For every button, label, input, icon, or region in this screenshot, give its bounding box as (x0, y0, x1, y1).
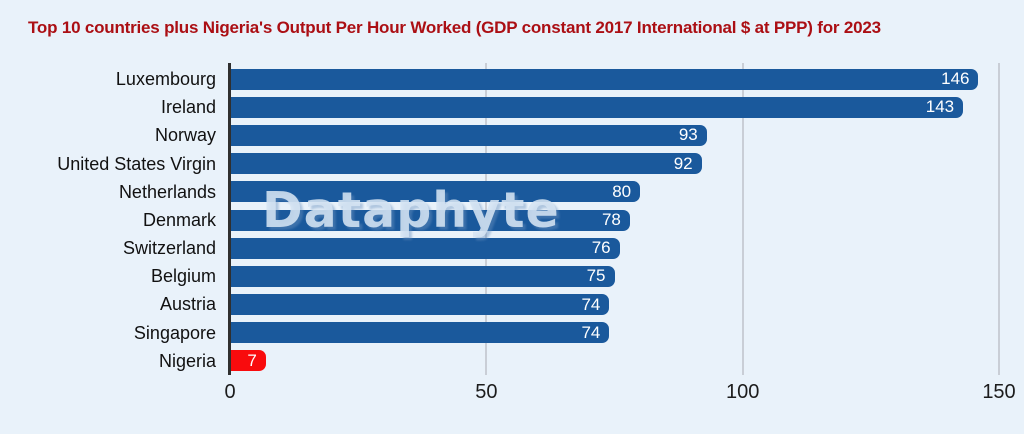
bar-luxembourg: 146 (230, 68, 979, 90)
bar-singapore: 74 (230, 322, 610, 344)
value-label: 74 (581, 322, 601, 342)
x-tick-label: 100 (725, 381, 760, 403)
category-label-belgium: Belgium (150, 266, 216, 287)
bar-switzerland: 76 (230, 237, 620, 259)
category-label-united-states-virgin: United States Virgin (57, 153, 216, 174)
value-label: 74 (581, 294, 601, 314)
bar-norway: 93 (230, 124, 707, 146)
bar-nigeria: 7 (230, 350, 266, 372)
category-label-austria: Austria (159, 294, 216, 315)
gridline-x-150 (998, 63, 1000, 375)
value-label: 76 (591, 238, 611, 258)
x-tick-label: 150 (982, 381, 1016, 403)
value-label: 7 (247, 350, 257, 370)
category-label-singapore: Singapore (133, 322, 216, 343)
category-label-denmark: Denmark (142, 209, 216, 230)
value-label: 143 (925, 97, 955, 117)
category-label-ireland: Ireland (160, 97, 216, 118)
category-label-norway: Norway (154, 125, 216, 146)
y-axis-line (228, 63, 231, 375)
gridline-x-100 (741, 63, 744, 375)
bar-austria: 74 (230, 294, 610, 316)
category-label-luxembourg: Luxembourg (115, 69, 216, 89)
value-label: 146 (941, 69, 970, 89)
category-label-switzerland: Switzerland (122, 238, 216, 259)
category-label-nigeria: Nigeria (158, 350, 216, 371)
x-tick-label: 0 (224, 381, 236, 403)
value-label: 92 (673, 153, 693, 173)
value-label: 80 (612, 181, 632, 201)
x-tick-label: 50 (475, 381, 498, 403)
bar-belgium: 75 (230, 265, 615, 287)
bar-ireland: 143 (230, 96, 964, 118)
bar-denmark: 78 (230, 209, 630, 231)
value-label: 78 (601, 210, 621, 229)
bar-united-states-virgin: 92 (230, 153, 702, 175)
value-label: 93 (678, 125, 698, 145)
chart-title: Top 10 countries plus Nigeria's Output P… (28, 18, 881, 37)
bar-netherlands: 80 (230, 181, 641, 203)
value-label: 75 (586, 266, 606, 286)
category-label-netherlands: Netherlands (118, 181, 216, 202)
